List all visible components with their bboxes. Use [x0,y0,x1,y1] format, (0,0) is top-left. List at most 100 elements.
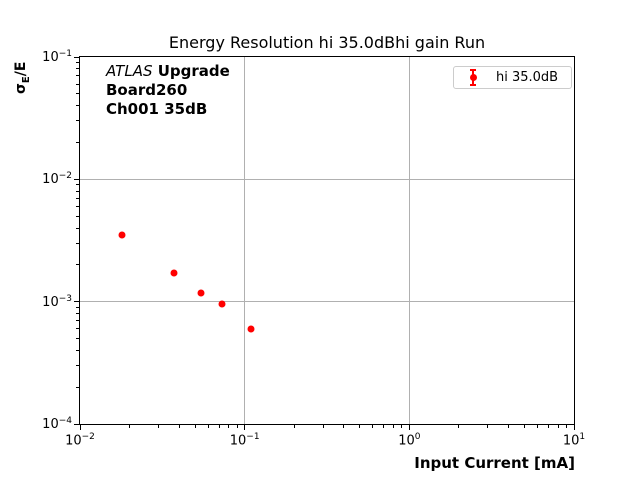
y-minor-tick [76,142,79,143]
y-minor-tick [76,215,79,217]
errorbar-cap-top [470,69,476,71]
x-minor-tick [158,425,160,428]
tick-label-base: 10 [562,433,580,449]
y-minor-tick [76,306,79,308]
x-minor-tick [523,425,525,428]
data-point [218,300,226,308]
data-point [118,231,126,239]
x-minor-tick [359,425,361,428]
x-minor-tick [218,425,220,428]
x-tick-label: 100 [398,432,420,448]
y-minor-tick [76,120,79,122]
y-axis-label-rest: /E [13,61,29,77]
y-minor-tick [76,328,79,330]
x-minor-tick [194,425,196,428]
tick-label-exponent: −4 [58,415,72,426]
y-minor-tick [76,227,79,229]
y-minor-tick [76,313,79,315]
legend-label: hi 35.0dB [496,70,559,85]
y-minor-tick [76,93,79,95]
tick-label-exponent: 0 [414,432,421,442]
x-minor-tick [343,425,345,428]
annotation-block: ATLAS Upgrade Board260 Ch001 35dB [106,62,230,119]
annotation-channel: Ch001 35dB [106,100,208,118]
x-major-tick [408,425,410,430]
x-minor-tick [507,425,509,428]
x-minor-tick [401,425,403,428]
y-major-tick [74,56,79,58]
y-axis-label: σE/E [13,62,32,94]
errorbar-dot [469,74,477,81]
x-tick-label: 10−1 [230,432,260,448]
tick-label-base: 10 [229,433,247,449]
tick-label-base: 10 [42,50,59,66]
y-minor-tick [76,197,79,199]
x-gridline [408,57,410,424]
annotation-atlas: ATLAS [106,62,153,80]
legend: hi 35.0dB [453,66,572,89]
y-tick-label: 10−4 [42,416,72,432]
tick-label-exponent: −1 [246,432,260,442]
x-minor-tick [129,425,131,428]
tick-label-exponent: −1 [58,48,72,59]
x-minor-tick [557,425,559,428]
x-minor-tick [236,425,238,428]
y-minor-tick [76,337,79,339]
y-minor-tick [76,62,79,64]
annotation-upgrade: Upgrade [152,62,230,80]
x-minor-tick [372,425,374,428]
data-point [247,325,255,333]
x-tick-label: 101 [563,432,585,448]
y-minor-tick [76,242,79,244]
x-gridline [244,57,246,424]
x-axis-label: Input Current [mA] [414,454,575,472]
x-minor-tick [322,425,324,428]
x-minor-tick [487,425,489,428]
y-axis-label-sigma: σ [13,83,29,94]
tick-label-base: 10 [65,433,82,449]
y-gridline [80,301,574,303]
tick-label-base: 10 [42,172,59,188]
errorbar-cap-bottom [470,84,476,86]
x-minor-tick [178,425,180,428]
x-major-tick [573,425,575,430]
x-minor-tick [383,425,385,428]
y-minor-tick [76,105,79,107]
tick-label-base: 10 [42,417,59,433]
tick-label-exponent: 1 [579,432,586,442]
annotation-board: Board260 [106,81,188,99]
y-minor-tick [76,75,79,77]
y-major-tick [74,178,79,180]
y-minor-tick [76,349,79,351]
x-major-tick [79,425,81,430]
x-minor-tick [392,425,394,428]
y-minor-tick [76,83,79,85]
chart-title: Energy Resolution hi 35.0dBhi gain Run [168,33,486,52]
y-major-tick [74,301,79,303]
x-minor-tick [293,425,295,428]
y-minor-tick [76,184,79,186]
tick-label-exponent: −2 [81,432,95,442]
tick-label-base: 10 [398,433,415,449]
y-tick-label: 10−2 [42,171,72,187]
x-minor-tick [228,425,230,428]
x-minor-tick [458,425,460,428]
y-tick-label: 10−1 [42,49,72,65]
x-minor-tick [547,425,549,428]
y-minor-tick [76,320,79,322]
x-tick-label: 10−2 [65,432,95,448]
tick-label-exponent: −3 [58,293,72,304]
tick-label-exponent: −2 [58,171,72,182]
y-gridline [80,178,574,180]
data-point [170,269,178,277]
plot-area: 10−2 10−1 100 101 10−1 10−2 10−3 10−4 [42,49,585,448]
y-minor-tick [76,386,79,388]
y-tick-label: 10−3 [42,293,72,309]
tick-label-base: 10 [42,294,59,310]
y-axis-label-subscript: E [20,76,32,84]
y-minor-tick [76,205,79,207]
errorbar-marker-icon [469,69,477,86]
y-minor-tick [76,190,79,192]
y-minor-tick [76,264,79,266]
